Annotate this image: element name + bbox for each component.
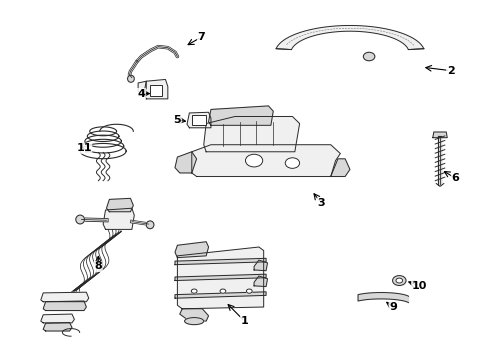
Text: 1: 1 <box>240 316 248 326</box>
Polygon shape <box>191 145 340 176</box>
Circle shape <box>245 154 262 167</box>
Text: 11: 11 <box>76 143 92 153</box>
Text: 10: 10 <box>411 281 426 291</box>
Text: 3: 3 <box>317 198 325 208</box>
Polygon shape <box>41 314 74 323</box>
Polygon shape <box>138 81 146 94</box>
Polygon shape <box>175 258 265 265</box>
Ellipse shape <box>146 221 154 229</box>
Polygon shape <box>276 26 423 50</box>
Circle shape <box>246 289 252 293</box>
Text: 8: 8 <box>94 261 102 271</box>
Polygon shape <box>180 309 208 321</box>
Polygon shape <box>330 159 349 176</box>
FancyBboxPatch shape <box>149 85 161 96</box>
Ellipse shape <box>76 215 84 224</box>
Ellipse shape <box>184 318 203 325</box>
Text: 9: 9 <box>388 302 396 312</box>
Circle shape <box>363 52 374 61</box>
Circle shape <box>392 276 405 285</box>
Polygon shape <box>175 274 265 280</box>
Circle shape <box>285 158 299 168</box>
Polygon shape <box>432 132 447 138</box>
Circle shape <box>191 289 197 293</box>
Polygon shape <box>357 293 407 303</box>
Polygon shape <box>186 112 210 128</box>
FancyBboxPatch shape <box>191 116 206 125</box>
Polygon shape <box>106 198 133 212</box>
Polygon shape <box>203 117 299 152</box>
Polygon shape <box>254 276 267 287</box>
Polygon shape <box>143 80 167 99</box>
Polygon shape <box>254 260 267 271</box>
Text: 6: 6 <box>450 173 458 183</box>
Text: 5: 5 <box>173 115 181 125</box>
Polygon shape <box>208 106 273 125</box>
Polygon shape <box>175 292 265 298</box>
Circle shape <box>220 289 225 293</box>
Polygon shape <box>103 208 134 229</box>
Polygon shape <box>41 292 89 302</box>
Polygon shape <box>177 247 263 309</box>
Ellipse shape <box>127 75 134 82</box>
Polygon shape <box>43 301 86 311</box>
Polygon shape <box>43 323 72 331</box>
Text: 2: 2 <box>446 66 453 76</box>
Text: 7: 7 <box>197 32 205 42</box>
Polygon shape <box>175 242 208 258</box>
Circle shape <box>395 278 402 283</box>
Text: 4: 4 <box>137 89 145 99</box>
Polygon shape <box>175 152 196 173</box>
